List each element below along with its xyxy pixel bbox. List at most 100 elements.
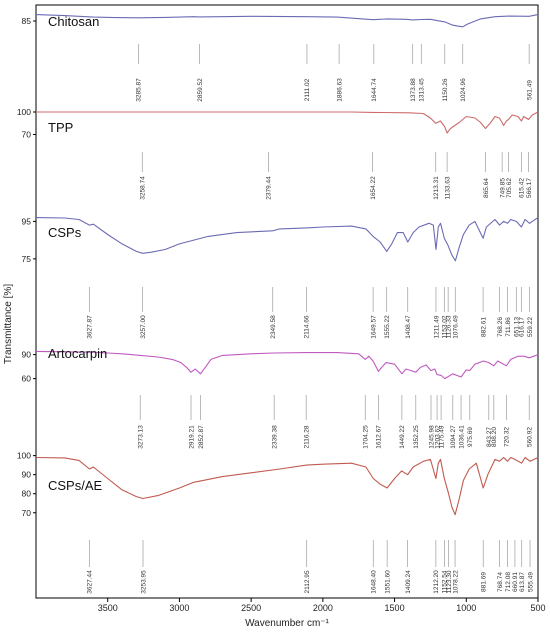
y-tick-label: 100 xyxy=(17,451,31,461)
peak-label: 3627.87 xyxy=(87,315,94,339)
peak-label: 1076.49 xyxy=(453,315,460,339)
peak-label: 1644.74 xyxy=(371,78,378,102)
panel-chitosan: Chitosan 85 3285.87 2859.52 2111.02 1886.63 16… xyxy=(22,14,539,102)
x-tick-label: 1500 xyxy=(385,603,405,613)
peak-label: 882.61 xyxy=(480,317,487,337)
peak-label: 1024.96 xyxy=(460,78,467,102)
peak-label: 1352.25 xyxy=(413,425,420,449)
peak-label: 768.74 xyxy=(497,572,504,592)
peak-label: 616.17 xyxy=(519,317,526,337)
peak-label: 2114.66 xyxy=(304,315,311,338)
y-tick-label: 75 xyxy=(22,254,32,264)
peak-label: 1152.54 xyxy=(442,570,449,593)
peak-label: 555.49 xyxy=(527,572,534,592)
peak-label: 1886.63 xyxy=(336,78,343,102)
x-tick-label: 3000 xyxy=(169,603,189,613)
x-tick-label: 2000 xyxy=(313,603,333,613)
peak-label: 2339.38 xyxy=(272,425,279,449)
peak-label: 1153.02 xyxy=(442,315,449,338)
peak-label: 2349.58 xyxy=(270,315,277,339)
x-tick-label: 3500 xyxy=(98,603,118,613)
sample-label: CSPs xyxy=(48,225,82,240)
peak-label: 2111.02 xyxy=(304,78,311,101)
peak-label: 1551.60 xyxy=(385,570,392,594)
peak-label: 749.85 xyxy=(500,178,507,198)
peak-label: 843.27 xyxy=(486,427,493,447)
peak-label: 660.91 xyxy=(512,572,519,592)
peak-label: 711.86 xyxy=(505,317,512,337)
peak-label: 1449.22 xyxy=(399,425,406,449)
peak-label: 3273.13 xyxy=(138,425,145,449)
peak-label: 1555.22 xyxy=(384,315,391,339)
y-tick-label: 70 xyxy=(22,508,32,518)
spectrum-line xyxy=(36,111,539,134)
peak-label: 1612.67 xyxy=(376,425,383,449)
x-tick-label: 500 xyxy=(530,603,545,613)
peak-label: 3285.87 xyxy=(136,78,143,102)
x-axis: 3500 3000 2500 2000 1500 1000 500 xyxy=(98,598,546,613)
peak-label: 1078.22 xyxy=(452,570,459,594)
sample-label: CSPs/AE xyxy=(48,478,103,493)
peak-label: 3627.44 xyxy=(87,570,94,594)
peak-label: 1704.25 xyxy=(363,425,370,449)
peak-label: 1213.31 xyxy=(433,176,440,200)
peak-label: 720.32 xyxy=(504,427,511,447)
peak-label: 1212.20 xyxy=(433,570,440,594)
peak-label: 560.92 xyxy=(527,427,534,447)
peak-label: 975.69 xyxy=(467,427,474,447)
peak-label: 1373.88 xyxy=(410,78,417,102)
spectrum-line xyxy=(35,456,539,516)
peak-label: 1133.63 xyxy=(444,176,451,199)
peak-label: 1648.40 xyxy=(371,570,378,594)
y-tick-label: 60 xyxy=(22,374,32,384)
peak-label: 1245.98 xyxy=(428,425,435,449)
peak-label: 1203.62 xyxy=(434,425,441,449)
peak-label: 1649.57 xyxy=(370,315,377,339)
peak-label: 881.69 xyxy=(481,572,488,592)
sample-label: TPP xyxy=(48,120,73,135)
sample-label: Artocarpin xyxy=(48,346,107,361)
spectrum-line xyxy=(35,14,539,28)
y-tick-label: 95 xyxy=(22,216,32,226)
panel-tpp: TPP 100 70 3258.74 2379.44 1654.22 1213.31 1133… xyxy=(17,107,539,200)
peak-label: 2116.28 xyxy=(304,425,311,448)
y-tick-label: 100 xyxy=(17,107,31,117)
x-axis-label: Wavenumber cm⁻¹ xyxy=(245,618,329,629)
x-tick-label: 1000 xyxy=(456,603,476,613)
peak-label: 651.13 xyxy=(514,317,521,337)
x-tick-label: 2500 xyxy=(241,603,261,613)
peak-label: 1211.49 xyxy=(433,315,440,338)
peak-label: 2859.52 xyxy=(197,78,204,102)
plot-frame xyxy=(35,4,539,599)
panel-csps: CSPs 95 75 3627.87 3257.00 2349.58 2114.66 1649… xyxy=(22,216,539,339)
y-tick-label: 80 xyxy=(22,489,32,499)
peak-label: 768.26 xyxy=(497,317,504,337)
peak-label: 3258.74 xyxy=(140,176,147,200)
peak-label: 808.20 xyxy=(491,427,498,447)
peak-label: 705.62 xyxy=(506,178,513,198)
peak-label: 559.22 xyxy=(527,317,534,337)
spectra-panels: Chitosan 85 3285.87 2859.52 2111.02 1886.63 16… xyxy=(17,14,539,594)
peak-label: 1150.26 xyxy=(442,78,449,101)
peak-label: 1094.27 xyxy=(450,425,457,449)
spectrum-line xyxy=(35,350,539,380)
peak-label: 712.08 xyxy=(505,572,512,592)
peak-label: 3253.95 xyxy=(140,570,147,594)
peak-label: 613.87 xyxy=(519,572,526,592)
peak-label: 561.49 xyxy=(527,80,534,100)
panel-csps-ae: CSPs/AE 100 90 80 70 3627.44 3253.95 2112.95 164… xyxy=(17,451,539,594)
sample-label: Chitosan xyxy=(48,14,99,29)
peak-label: 1408.47 xyxy=(405,315,412,339)
peak-label: 1126.33 xyxy=(446,315,453,338)
peak-label: 1175.49 xyxy=(438,425,445,448)
peak-label: 1313.45 xyxy=(419,78,426,102)
peak-label: 865.64 xyxy=(483,178,490,198)
y-tick-label: 90 xyxy=(22,470,32,480)
peak-label: 2379.44 xyxy=(266,176,273,200)
peak-label: 1036.41 xyxy=(458,425,465,449)
peak-label: 1654.22 xyxy=(370,176,377,200)
peak-label: 566.17 xyxy=(526,178,533,198)
peak-label: 1123.30 xyxy=(446,570,453,593)
peak-label: 1409.24 xyxy=(405,570,412,594)
